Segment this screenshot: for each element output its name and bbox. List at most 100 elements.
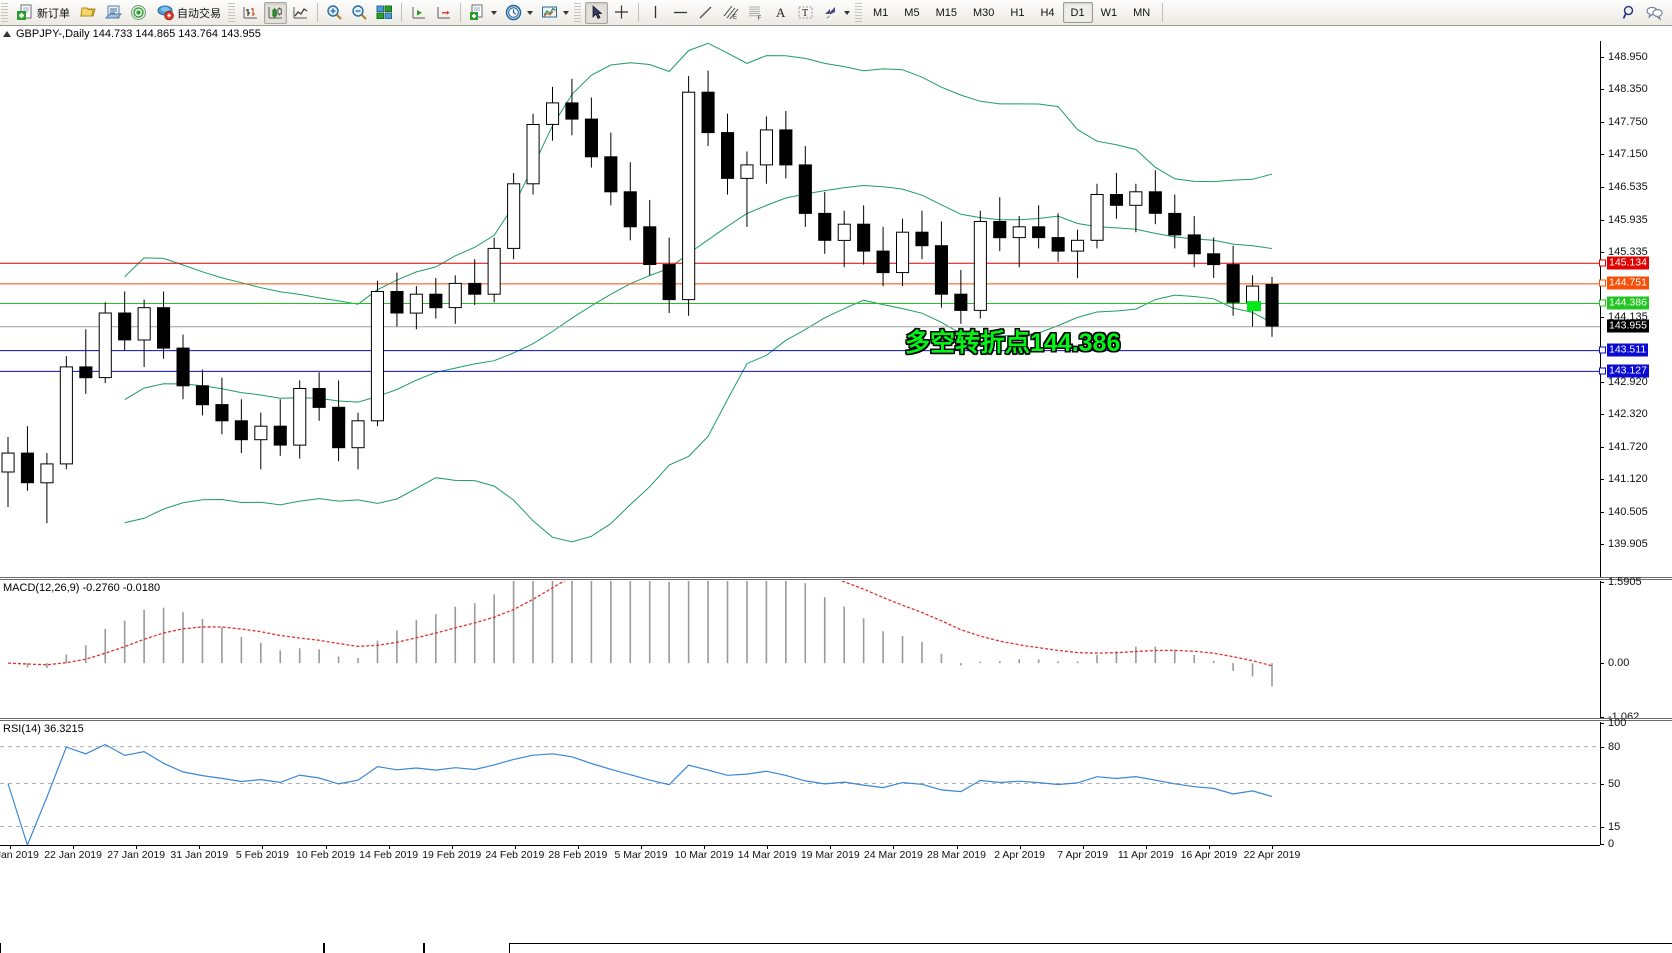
templates-button[interactable]	[538, 2, 572, 24]
price-scale-axis	[1600, 41, 1601, 577]
toolbar-grip-2[interactable]	[228, 2, 235, 23]
toolbar-grip-3[interactable]	[574, 2, 581, 23]
new-order-label: 新订单	[37, 7, 70, 20]
toolbar-separator-1	[317, 3, 318, 22]
chat-icon	[1646, 4, 1663, 21]
trendline-icon	[697, 4, 714, 21]
date-axis[interactable]: 17 Jan 2019 22 Jan 2019 27 Jan 2019 31 Jan …	[0, 845, 1600, 869]
arrows-button[interactable]	[819, 2, 853, 24]
crosshair-button[interactable]	[610, 2, 633, 24]
zoom-out-icon	[351, 4, 368, 21]
toolbar-grip-4[interactable]	[855, 2, 862, 23]
timeframe-h4[interactable]: H4	[1040, 6, 1055, 19]
bar-chart-button[interactable]	[239, 2, 262, 24]
tab-stub-2[interactable]	[324, 943, 424, 953]
date-tick	[893, 845, 895, 849]
fibonacci-icon: F	[747, 4, 764, 21]
price-chart-canvas[interactable]	[0, 41, 1600, 577]
macd-histogram	[26, 581, 1273, 687]
templates-dropdown-caret[interactable]	[563, 10, 569, 15]
textbox-icon: T	[797, 4, 814, 21]
arrows-dropdown-caret[interactable]	[844, 10, 850, 15]
indicators-dropdown-caret[interactable]	[491, 10, 497, 15]
pane-separator-rsi[interactable]	[0, 718, 1672, 721]
level-handle[interactable]	[1599, 367, 1606, 375]
textbox-button[interactable]: T	[794, 2, 817, 24]
folder-button[interactable]	[77, 2, 100, 24]
timeframe-m5[interactable]: M5	[904, 6, 920, 19]
timeframe-d1[interactable]: D1	[1062, 2, 1093, 23]
main-toolbar: 新订单	[0, 0, 1672, 26]
search-button[interactable]	[1618, 2, 1641, 24]
rsi-pane[interactable]: RSI(14) 36.3215	[0, 722, 1600, 845]
date-tick-label: 14 Feb 2019	[359, 849, 419, 861]
price-level-badge-current-price[interactable]: 143.955	[1607, 319, 1649, 333]
date-tick-label: 10 Mar 2019	[674, 849, 734, 861]
autotrading-button[interactable]: 自动交易	[152, 2, 226, 24]
macd-tick-label: 0.00	[1608, 657, 1630, 670]
cursor-button[interactable]	[585, 1, 608, 24]
price-tick-label: 141.720	[1608, 440, 1648, 453]
timeframe-m30[interactable]: M30	[972, 6, 995, 19]
date-tick	[199, 845, 201, 849]
price-level-badge-resistance-orange[interactable]: 144.751	[1607, 276, 1649, 290]
candlestick-chart-button[interactable]	[264, 1, 287, 24]
zoom-out-button[interactable]	[348, 2, 371, 24]
date-tick-label: 19 Feb 2019	[422, 849, 482, 861]
zoom-in-button[interactable]	[323, 2, 346, 24]
level-handle[interactable]	[1599, 346, 1606, 354]
toolbar-separator-4	[638, 3, 639, 22]
signals-button[interactable]	[127, 2, 150, 24]
equidistant-channel-button[interactable]: E	[719, 2, 742, 24]
price-chart-pane[interactable]: 多空转折点144.386	[0, 41, 1600, 577]
shift-start-button[interactable]	[407, 2, 430, 24]
macd-pane[interactable]: MACD(12,26,9) -0.2760 -0.0180	[0, 581, 1600, 718]
timeframe-m1[interactable]: M1	[873, 6, 889, 19]
macd-tick	[1600, 717, 1604, 718]
macd-scale[interactable]: 1.5905 0.00 -1.062	[1600, 576, 1672, 723]
horizontal-line-button[interactable]	[669, 2, 692, 24]
period-dropdown-caret[interactable]	[527, 10, 533, 15]
price-level-badge-support-blue-1[interactable]: 143.511	[1607, 343, 1649, 357]
tab-stub-1[interactable]	[0, 943, 324, 953]
chart-annotation-text[interactable]: 多空转折点144.386	[905, 329, 1121, 357]
level-handle[interactable]	[1599, 259, 1606, 267]
price-tick	[1600, 154, 1604, 156]
new-order-button[interactable]: 新订单	[12, 2, 75, 24]
line-chart-button[interactable]	[289, 2, 312, 24]
timeframe-mn[interactable]: MN	[1133, 6, 1151, 19]
date-tick	[1272, 845, 1273, 849]
text-label-button[interactable]: A	[769, 2, 792, 24]
vertical-line-button[interactable]	[644, 2, 667, 24]
price-scale[interactable]: 148.950 148.350 147.750 147.150 146.535 145.9…	[1599, 41, 1672, 577]
timeframe-h1[interactable]: H1	[1010, 6, 1025, 19]
open-data-icon	[105, 4, 122, 21]
rsi-canvas[interactable]	[0, 722, 1600, 845]
timeframe-w1[interactable]: W1	[1100, 6, 1118, 19]
chart-menu-triangle-icon[interactable]	[3, 30, 11, 37]
level-handle[interactable]	[1599, 279, 1606, 287]
trendline-button[interactable]	[694, 2, 717, 24]
pane-separator-macd[interactable]	[0, 577, 1672, 580]
period-button[interactable]	[502, 2, 536, 24]
price-level-badge-resistance-red[interactable]: 145.134	[1607, 256, 1649, 270]
tab-stub-3[interactable]	[424, 943, 510, 953]
date-tick-label: 17 Jan 2019	[0, 849, 39, 861]
toolbar-grip-1[interactable]	[1, 2, 8, 23]
rsi-scale[interactable]: 100 80 50 15 0	[1600, 717, 1672, 850]
price-tick-label: 147.750	[1608, 115, 1648, 128]
tile-windows-button[interactable]	[373, 2, 396, 24]
open-data-button[interactable]	[102, 2, 125, 24]
price-level-badge-support-blue-2[interactable]: 143.127	[1607, 364, 1649, 378]
shift-end-button[interactable]	[432, 2, 455, 24]
date-tick	[1208, 845, 1210, 849]
fibonacci-button[interactable]: F	[744, 2, 767, 24]
rsi-tick-label: 0	[1608, 838, 1615, 850]
level-handle[interactable]	[1599, 299, 1606, 307]
indicators-button[interactable]	[466, 2, 500, 24]
macd-canvas[interactable]	[0, 581, 1600, 718]
chat-button[interactable]	[1643, 2, 1666, 24]
price-level-badge-pivot-green[interactable]: 144.386	[1607, 296, 1649, 310]
timeframe-m15[interactable]: M15	[935, 6, 957, 19]
price-tick-label: 139.905	[1608, 538, 1648, 551]
